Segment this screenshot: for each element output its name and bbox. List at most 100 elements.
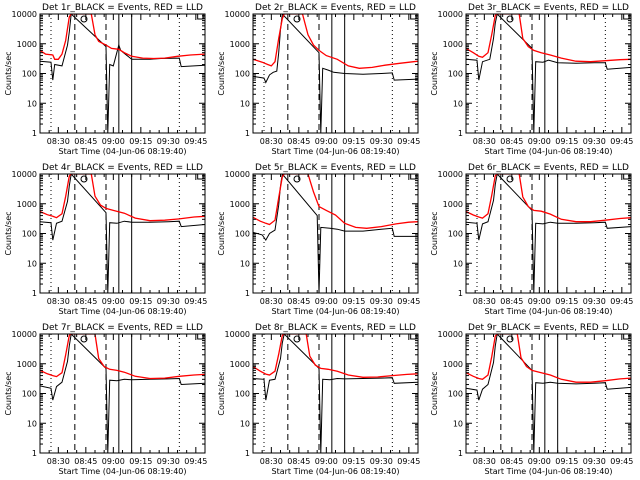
y-tick-label: 10000 xyxy=(438,330,463,339)
series-line-lld xyxy=(40,334,205,380)
x-tick-label: 09:15 xyxy=(342,297,365,306)
x-tick-label: 08:45 xyxy=(74,457,97,466)
y-tick-label: 10 xyxy=(27,259,37,268)
chart-title: Det 7r_BLACK = Events, RED = LLD xyxy=(42,323,203,333)
y-axis-label: Counts/sec xyxy=(4,371,13,415)
y-tick-label: 100 xyxy=(235,230,250,239)
marker-circle xyxy=(293,335,301,343)
marker-bracket xyxy=(197,334,204,340)
series-line-lld xyxy=(253,334,418,378)
x-tick-label: 08:45 xyxy=(500,137,523,146)
panel-det-1: 1 10 100 1000 10000 08:30 08:45 09:00 09:15 09:30… xyxy=(4,3,207,156)
y-tick-label: 100 xyxy=(22,230,37,239)
x-tick-label: 09:45 xyxy=(184,297,207,306)
y-axis-label: Counts/sec xyxy=(430,51,439,95)
series-line-events xyxy=(253,334,418,453)
y-tick-label: 100 xyxy=(22,390,37,399)
series-line-events xyxy=(466,174,631,293)
x-tick-label: 08:45 xyxy=(500,297,523,306)
x-tick-label: 08:30 xyxy=(473,297,496,306)
x-tick-label: 09:15 xyxy=(129,457,152,466)
x-tick-label: 09:15 xyxy=(555,297,578,306)
y-tick-label: 10 xyxy=(453,259,463,268)
y-axis-label: Counts/sec xyxy=(4,211,13,255)
y-tick-label: 10000 xyxy=(225,10,250,19)
x-tick-label: 09:15 xyxy=(555,457,578,466)
panel-det-3: 1 10 100 1000 10000 08:30 08:45 09:00 09:15 09:30… xyxy=(430,3,633,156)
y-axis-label: Counts/sec xyxy=(430,211,439,255)
panel-det-8: 1 10 100 1000 10000 08:30 08:45 09:00 09:15 09:30… xyxy=(217,323,420,476)
y-tick-label: 1 xyxy=(32,129,37,138)
y-tick-label: 1000 xyxy=(443,200,463,209)
y-tick-label: 1 xyxy=(245,449,250,458)
x-tick-label: 09:45 xyxy=(610,457,633,466)
y-tick-label: 10000 xyxy=(438,170,463,179)
chart-title: Det 6r_BLACK = Events, RED = LLD xyxy=(468,163,629,173)
x-tick-label: 09:30 xyxy=(157,137,180,146)
chart-title: Det 3r_BLACK = Events, RED = LLD xyxy=(468,3,629,13)
y-tick-label: 100 xyxy=(448,230,463,239)
x-tick-label: 09:45 xyxy=(397,297,420,306)
x-tick-label: 08:30 xyxy=(47,457,70,466)
y-axis-label: Counts/sec xyxy=(217,371,226,415)
axes-frame xyxy=(252,13,419,134)
series-line-lld xyxy=(253,174,418,229)
y-tick-label: 10000 xyxy=(12,330,37,339)
y-tick-label: 1000 xyxy=(17,200,37,209)
panel-det-6: 1 10 100 1000 10000 08:30 08:45 09:00 09:15 09:30… xyxy=(430,163,633,316)
y-tick-label: 10000 xyxy=(225,170,250,179)
y-tick-label: 10 xyxy=(453,99,463,108)
x-tick-label: 08:45 xyxy=(74,297,97,306)
series-line-events xyxy=(253,14,418,133)
series-line-events xyxy=(466,334,631,453)
marker-circle xyxy=(293,15,301,23)
y-tick-label: 100 xyxy=(235,70,250,79)
x-tick-label: 09:15 xyxy=(555,137,578,146)
x-axis-label: Start Time (04-Jun-06 08:19:40) xyxy=(272,147,400,156)
axes-frame xyxy=(39,173,206,294)
x-tick-label: 09:30 xyxy=(157,457,180,466)
series-line-lld xyxy=(466,174,631,223)
axes-frame xyxy=(465,173,632,294)
x-tick-label: 09:15 xyxy=(342,457,365,466)
x-axis-label: Start Time (04-Jun-06 08:19:40) xyxy=(272,467,400,476)
y-tick-label: 1000 xyxy=(443,360,463,369)
x-axis-label: Start Time (04-Jun-06 08:19:40) xyxy=(59,467,187,476)
marker-bracket xyxy=(410,14,417,20)
y-tick-label: 1000 xyxy=(443,40,463,49)
marker-bracket xyxy=(410,174,417,180)
chart-title: Det 4r_BLACK = Events, RED = LLD xyxy=(42,163,203,173)
marker-bracket xyxy=(197,174,204,180)
y-axis-label: Counts/sec xyxy=(4,51,13,95)
y-tick-label: 1 xyxy=(32,289,37,298)
series-line-events xyxy=(40,334,205,453)
x-tick-label: 09:15 xyxy=(342,137,365,146)
x-tick-label: 09:00 xyxy=(315,137,338,146)
x-tick-label: 09:00 xyxy=(528,297,551,306)
x-tick-label: 09:00 xyxy=(102,137,125,146)
marker-circle xyxy=(293,175,301,183)
x-tick-label: 09:00 xyxy=(102,297,125,306)
x-tick-label: 08:45 xyxy=(500,457,523,466)
x-tick-label: 08:30 xyxy=(473,137,496,146)
panel-det-5: 1 10 100 1000 10000 08:30 08:45 09:00 09:15 09:30… xyxy=(217,163,420,316)
y-tick-label: 1000 xyxy=(230,360,250,369)
y-tick-label: 10000 xyxy=(225,330,250,339)
y-tick-label: 1 xyxy=(245,129,250,138)
x-tick-label: 09:15 xyxy=(129,297,152,306)
x-axis-label: Start Time (04-Jun-06 08:19:40) xyxy=(485,307,613,316)
x-tick-label: 08:45 xyxy=(287,137,310,146)
y-axis-label: Counts/sec xyxy=(217,211,226,255)
x-tick-label: 08:30 xyxy=(473,457,496,466)
series-line-events xyxy=(40,14,205,133)
axes-frame xyxy=(39,333,206,454)
x-tick-label: 08:30 xyxy=(47,297,70,306)
x-tick-label: 08:45 xyxy=(287,457,310,466)
series-line-lld xyxy=(466,14,631,63)
marker-circle xyxy=(506,15,514,23)
x-axis-label: Start Time (04-Jun-06 08:19:40) xyxy=(59,307,187,316)
marker-circle xyxy=(80,175,88,183)
series-line-lld xyxy=(466,334,631,383)
y-tick-label: 1000 xyxy=(230,200,250,209)
marker-circle xyxy=(80,335,88,343)
